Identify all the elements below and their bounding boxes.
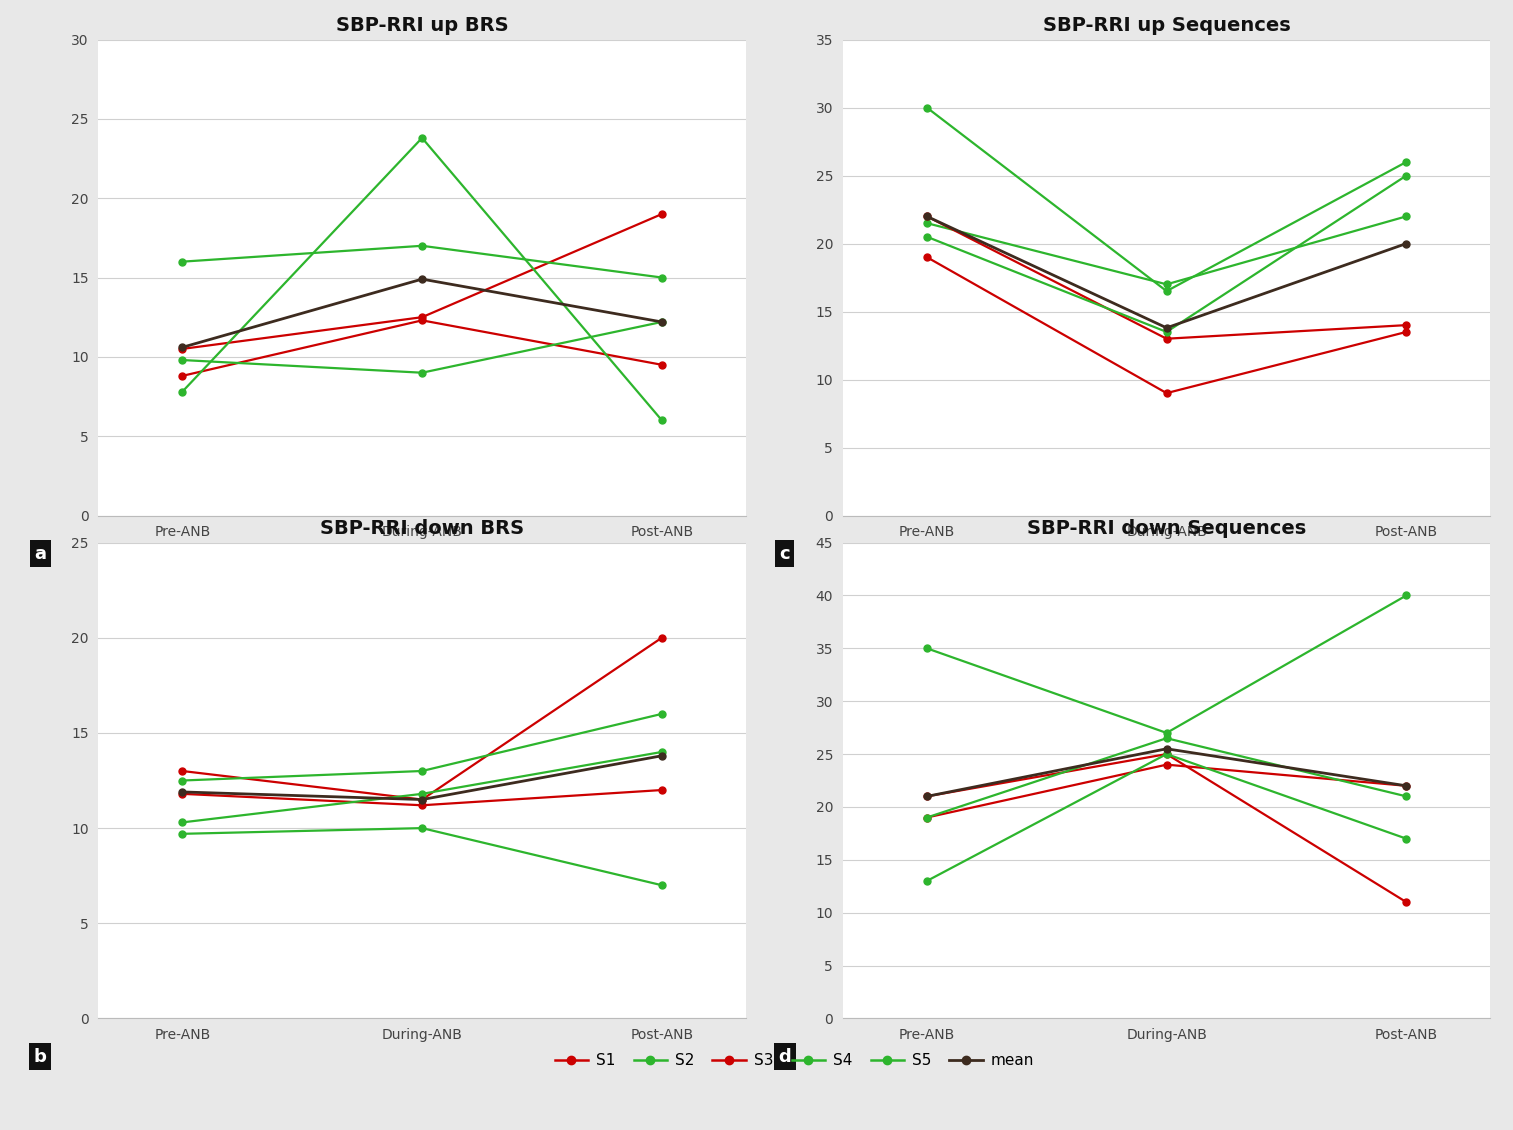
Text: a: a — [35, 545, 45, 563]
Text: d: d — [778, 1048, 791, 1066]
Title: SBP-RRI down Sequences: SBP-RRI down Sequences — [1027, 519, 1306, 538]
Title: SBP-RRI up BRS: SBP-RRI up BRS — [336, 16, 508, 35]
Legend: S1, S2, S3, S4, S5, mean: S1, S2, S3, S4, S5, mean — [548, 1048, 1041, 1075]
Text: b: b — [33, 1048, 47, 1066]
Title: SBP-RRI down BRS: SBP-RRI down BRS — [319, 519, 523, 538]
Text: c: c — [779, 545, 790, 563]
Title: SBP-RRI up Sequences: SBP-RRI up Sequences — [1042, 16, 1291, 35]
